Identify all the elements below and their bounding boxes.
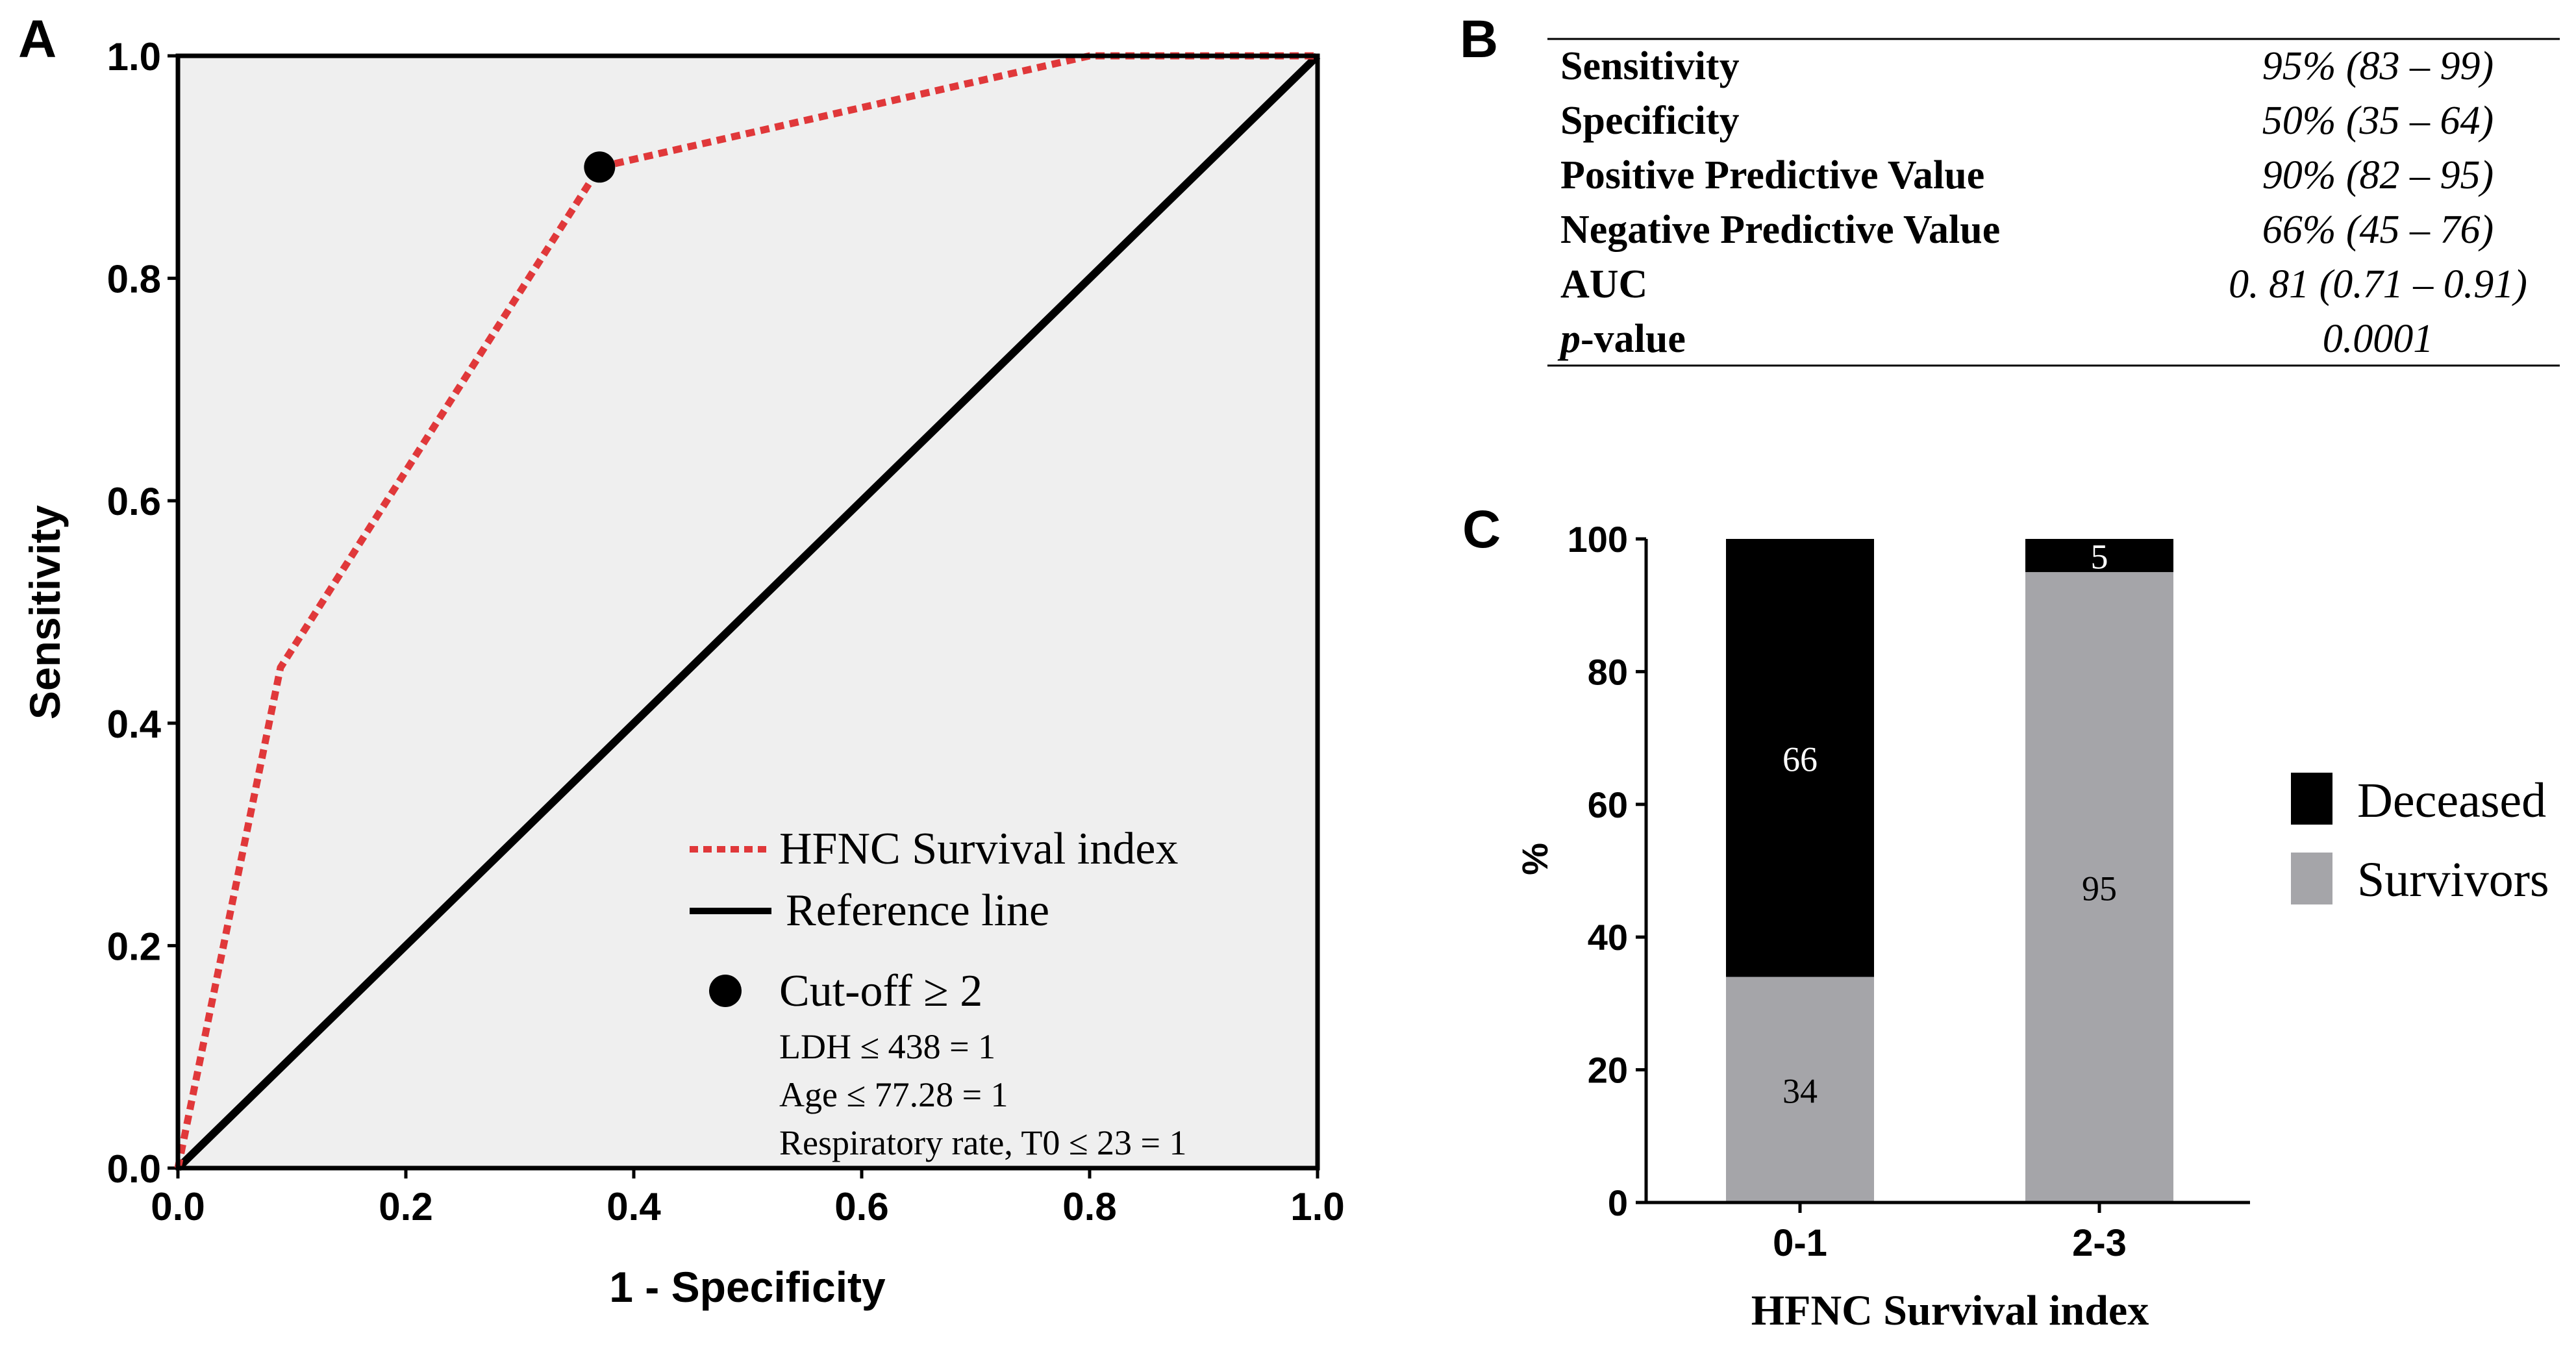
table-row-label: Sensitivity bbox=[1560, 44, 1740, 88]
table-row-npv: Negative Predictive Value 66% (45 – 76) bbox=[1560, 208, 2494, 252]
roc-x-tick-label: 0.8 bbox=[1062, 1185, 1116, 1228]
bar-y-axis-label: % bbox=[1514, 843, 1555, 875]
table-row-value: 0. 81 (0.71 – 0.91) bbox=[2229, 262, 2527, 306]
bar-value-label: 34 bbox=[1782, 1071, 1818, 1110]
bar-y-tick-label: 0 bbox=[1608, 1182, 1628, 1223]
legend-swatch-deceased bbox=[2291, 773, 2332, 825]
legend-label-reference-line: Reference line bbox=[786, 886, 1049, 936]
roc-x-tick-label: 1.0 bbox=[1290, 1185, 1344, 1228]
roc-y-axis-label: Sensitivity bbox=[21, 505, 69, 719]
legend-label-cutoff: Cut-off ≥ 2 bbox=[779, 966, 982, 1016]
panel-b-label: B bbox=[1460, 10, 1498, 69]
legend-label-deceased: Deceased bbox=[2357, 773, 2546, 828]
panel-a-label: A bbox=[18, 10, 56, 69]
table-row-value: 0.0001 bbox=[2323, 317, 2434, 361]
table-row-value: 90% (82 – 95) bbox=[2262, 153, 2494, 197]
bar-y-tick-label: 100 bbox=[1568, 519, 1628, 560]
bar-y-tick-label: 40 bbox=[1588, 917, 1628, 958]
table-row-value: 95% (83 – 99) bbox=[2262, 44, 2494, 88]
table-row-ppv: Positive Predictive Value 90% (82 – 95) bbox=[1560, 153, 2494, 197]
bar-y-tick-label: 60 bbox=[1588, 784, 1628, 825]
roc-x-tick-label: 0.0 bbox=[151, 1185, 205, 1228]
p-value-suffix: -value bbox=[1581, 317, 1686, 361]
table-row-label: Negative Predictive Value bbox=[1560, 208, 2000, 252]
bar-category-label: 0-1 bbox=[1773, 1222, 1827, 1264]
roc-x-tick-label: 0.2 bbox=[379, 1185, 432, 1228]
bar-legend: Deceased Survivors bbox=[2291, 773, 2549, 907]
roc-y-tick-label: 0.4 bbox=[107, 703, 162, 746]
bar-y-tick-label: 20 bbox=[1588, 1050, 1628, 1091]
roc-x-tick-label: 0.6 bbox=[834, 1185, 888, 1228]
table-row-specificity: Specificity 50% (35 – 64) bbox=[1560, 99, 2494, 143]
reference-line bbox=[175, 53, 1321, 1171]
table-row-value: 66% (45 – 76) bbox=[2262, 208, 2494, 252]
table-row-label: p-value bbox=[1557, 317, 1686, 361]
legend-note-respiratory-rate: Respiratory rate, T0 ≤ 23 = 1 bbox=[779, 1123, 1186, 1162]
bar-survivors-0-1 bbox=[1726, 977, 1874, 1203]
table-row-label: Specificity bbox=[1560, 99, 1740, 143]
bar-value-label: 66 bbox=[1782, 740, 1818, 779]
roc-chart: A 0.0 0.2 0.4 0.6 0.8 1.0 0.0 0.2 0.4 0.6 0.8 1.0 1… bbox=[18, 10, 1345, 1311]
bar-y-tick-label: 80 bbox=[1588, 651, 1628, 692]
bar-survivors-2-3 bbox=[2025, 572, 2173, 1203]
legend-note-ldh: LDH ≤ 438 = 1 bbox=[779, 1027, 995, 1066]
roc-y-tick-label: 0.8 bbox=[107, 258, 161, 301]
legend-note-age: Age ≤ 77.28 = 1 bbox=[779, 1075, 1008, 1114]
panel-c-label: C bbox=[1462, 500, 1501, 559]
table-row-label: Positive Predictive Value bbox=[1560, 153, 1984, 197]
bar-category-label: 2-3 bbox=[2072, 1222, 2127, 1264]
legend-label-survivors: Survivors bbox=[2357, 853, 2549, 907]
roc-y-tick-label: 0.2 bbox=[107, 925, 161, 968]
roc-y-tick-label: 0.0 bbox=[107, 1147, 161, 1191]
roc-legend: HFNC Survival index Reference line Cut-o… bbox=[690, 824, 1186, 1162]
table-row-auc: AUC 0. 81 (0.71 – 0.91) bbox=[1560, 262, 2527, 306]
stacked-bar-chart: C 34 66 95 5 0 20 40 60 80 100 0-1 2-3 % HFNC Surv… bbox=[1462, 500, 2549, 1334]
legend-swatch-cutoff-point bbox=[709, 975, 742, 1007]
roc-x-tick-label: 0.4 bbox=[606, 1185, 661, 1228]
table-row-p-value: p-value 0.0001 bbox=[1557, 317, 2433, 361]
legend-label-roc-curve: HFNC Survival index bbox=[779, 824, 1178, 874]
bar-deceased-0-1 bbox=[1726, 539, 1874, 977]
legend-swatch-survivors bbox=[2291, 853, 2332, 904]
bar-value-label: 95 bbox=[2082, 869, 2117, 908]
roc-y-tick-label: 1.0 bbox=[107, 35, 161, 79]
p-symbol: p bbox=[1557, 317, 1581, 361]
table-row-label: AUC bbox=[1560, 262, 1647, 306]
bar-deceased-2-3 bbox=[2025, 539, 2173, 573]
cutoff-point bbox=[584, 151, 616, 183]
table-row-sensitivity: Sensitivity 95% (83 – 99) bbox=[1560, 44, 2494, 88]
diagnostic-table: B Sensitivity 95% (83 – 99) Specificity … bbox=[1460, 10, 2560, 367]
bar-x-axis-label: HFNC Survival index bbox=[1751, 1287, 2149, 1334]
table-row-value: 50% (35 – 64) bbox=[2262, 99, 2494, 143]
bar-value-label: 5 bbox=[2091, 538, 2108, 577]
roc-plot-frame bbox=[175, 53, 1320, 1171]
roc-x-axis-label: 1 - Specificity bbox=[609, 1263, 886, 1311]
roc-y-tick-label: 0.6 bbox=[107, 480, 161, 523]
